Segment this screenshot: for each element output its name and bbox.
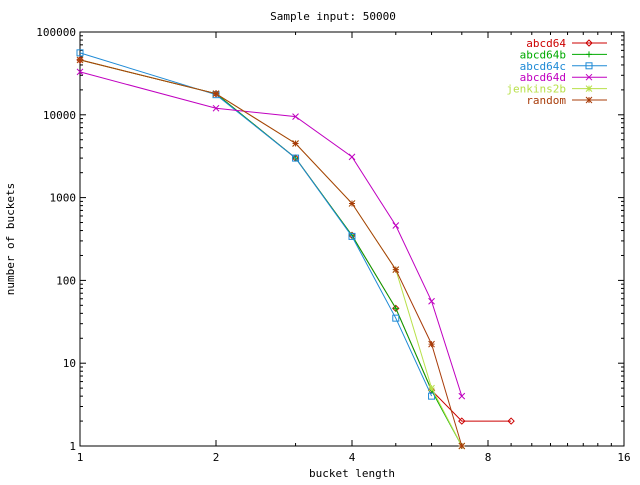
series-jenkins2b xyxy=(76,56,466,450)
y-axis-label: number of buckets xyxy=(4,183,17,296)
data-point-star xyxy=(76,56,84,64)
data-point-star xyxy=(292,140,299,147)
x-tick-label: 2 xyxy=(213,451,220,464)
data-point-x xyxy=(458,392,466,400)
data-point-square xyxy=(76,49,84,57)
data-point-x xyxy=(212,104,220,112)
legend-label: random xyxy=(526,94,566,107)
data-point-diamond xyxy=(507,417,515,425)
series-line-jenkins2b xyxy=(79,59,463,447)
y-tick-label: 100 xyxy=(56,274,76,287)
axes: 1 10 100 1000 10000 100000 1 2 4 8 16 xyxy=(36,26,630,464)
data-point-diamond xyxy=(458,417,466,425)
data-point-x xyxy=(392,222,400,229)
series-line-abcd64c xyxy=(79,52,433,397)
x-tick-label: 1 xyxy=(77,451,84,464)
y-tick-label: 10 xyxy=(63,357,76,370)
data-point-star xyxy=(585,85,593,92)
series-abcd64c xyxy=(76,49,436,400)
data-point-plus xyxy=(586,51,592,58)
series-abcd64 xyxy=(76,56,515,425)
series-layer xyxy=(76,49,515,450)
data-point-square xyxy=(428,392,436,400)
x-axis-label: bucket length xyxy=(309,467,395,480)
series-abcd64d xyxy=(76,68,466,400)
legend-label: abcd64 xyxy=(526,37,566,50)
data-point-x xyxy=(292,113,299,120)
data-point-x xyxy=(348,153,356,161)
legend: abcd64abcd64babcd64cabcd64djenkins2brand… xyxy=(506,37,607,107)
y-tick-label: 100000 xyxy=(36,26,76,39)
data-point-star xyxy=(212,90,220,98)
data-point-square xyxy=(585,62,593,70)
x-tick-label: 16 xyxy=(617,451,630,464)
y-tick-label: 10000 xyxy=(43,109,76,122)
x-tick-label: 4 xyxy=(349,451,356,464)
data-point-x xyxy=(76,68,84,76)
series-line-random xyxy=(79,59,463,447)
series-line-abcd64 xyxy=(79,59,512,422)
legend-item-abcd64d: abcd64d xyxy=(520,71,607,84)
legend-item-abcd64c: abcd64c xyxy=(520,60,607,73)
data-point-square xyxy=(392,314,400,322)
legend-item-jenkins2b: jenkins2b xyxy=(506,83,607,96)
data-point-star xyxy=(458,442,466,450)
data-point-star xyxy=(348,200,356,207)
series-random xyxy=(76,56,466,450)
legend-label: abcd64d xyxy=(520,71,566,84)
legend-item-abcd64: abcd64 xyxy=(526,37,607,50)
legend-label: jenkins2b xyxy=(506,83,566,96)
series-line-abcd64d xyxy=(79,71,463,397)
series-abcd64b xyxy=(77,56,465,449)
x-tick-label: 8 xyxy=(485,451,492,464)
legend-item-abcd64b: abcd64b xyxy=(520,48,607,61)
data-point-x xyxy=(585,73,593,81)
legend-item-random: random xyxy=(526,94,607,107)
data-point-plus xyxy=(392,305,399,312)
data-point-diamond xyxy=(585,39,593,47)
data-point-star xyxy=(392,266,400,273)
legend-label: abcd64c xyxy=(520,60,566,73)
data-point-star xyxy=(428,340,435,348)
data-point-square xyxy=(348,232,356,240)
chart-title: Sample input: 50000 xyxy=(270,10,396,23)
y-tick-label: 1 xyxy=(69,440,76,453)
data-point-star xyxy=(585,96,593,104)
y-tick-label: 1000 xyxy=(50,192,77,205)
data-point-square xyxy=(292,154,300,162)
legend-label: abcd64b xyxy=(520,48,566,61)
data-point-x xyxy=(428,297,435,305)
series-line-abcd64b xyxy=(79,59,463,447)
data-point-star xyxy=(428,384,435,392)
